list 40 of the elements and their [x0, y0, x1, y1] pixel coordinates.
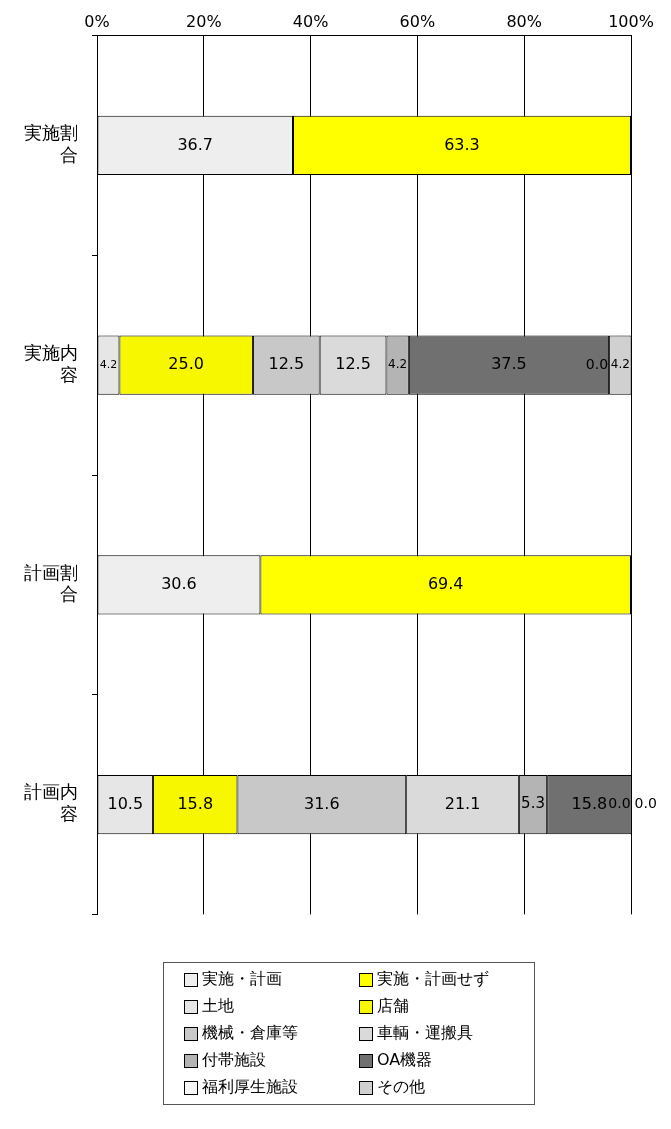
legend-label: 福利厚生施設	[202, 1077, 298, 1098]
legend-label: 土地	[202, 996, 234, 1017]
legend-label: 店舗	[377, 996, 409, 1017]
x-tick-label: 40%	[292, 12, 329, 32]
y-tick-label: 実施内容	[24, 342, 78, 385]
legend-label: 機械・倉庫等	[202, 1023, 298, 1044]
data-label: 12.5	[268, 354, 305, 374]
data-label: 30.6	[161, 574, 197, 594]
data-label: 0.0	[608, 795, 631, 812]
y-tick-label: 計画内容	[24, 781, 78, 825]
x-tick-label: 20%	[186, 12, 222, 32]
legend-label: OA機器	[377, 1050, 433, 1071]
data-label: 21.1	[444, 793, 481, 813]
data-label: 12.5	[335, 354, 371, 374]
data-label: 0.0	[585, 355, 609, 372]
data-label: 36.7	[177, 134, 214, 154]
data-label: 10.5	[107, 793, 144, 813]
legend-label: その他	[377, 1077, 425, 1098]
data-label: 0.0	[634, 795, 657, 812]
data-label: 31.6	[304, 793, 340, 813]
data-label: 4.2	[99, 358, 118, 372]
y-tick-label: 計画割合	[24, 561, 78, 605]
data-label: 69.4	[427, 574, 464, 594]
legend-label: 車輌・運搬具	[377, 1023, 473, 1044]
data-label: 5.3	[521, 794, 545, 813]
x-tick-label: 80%	[506, 12, 542, 32]
y-tick-label: 実施割合	[24, 122, 78, 165]
legend-label: 付帯施設	[202, 1050, 266, 1071]
data-label: 4.2	[388, 357, 408, 372]
x-tick-label: 0%	[84, 12, 110, 32]
data-label: 4.2	[610, 357, 630, 372]
data-label: 25.0	[168, 354, 204, 374]
legend-label: 実施・計画せず	[377, 969, 489, 990]
data-label: 15.8	[571, 793, 608, 813]
data-label: 15.8	[177, 793, 214, 813]
legend-label: 実施・計画	[202, 969, 282, 990]
x-tick-label: 100%	[608, 12, 654, 32]
data-label: 63.3	[444, 134, 480, 154]
data-label: 37.5	[491, 354, 527, 374]
x-tick-label: 60%	[399, 12, 436, 32]
